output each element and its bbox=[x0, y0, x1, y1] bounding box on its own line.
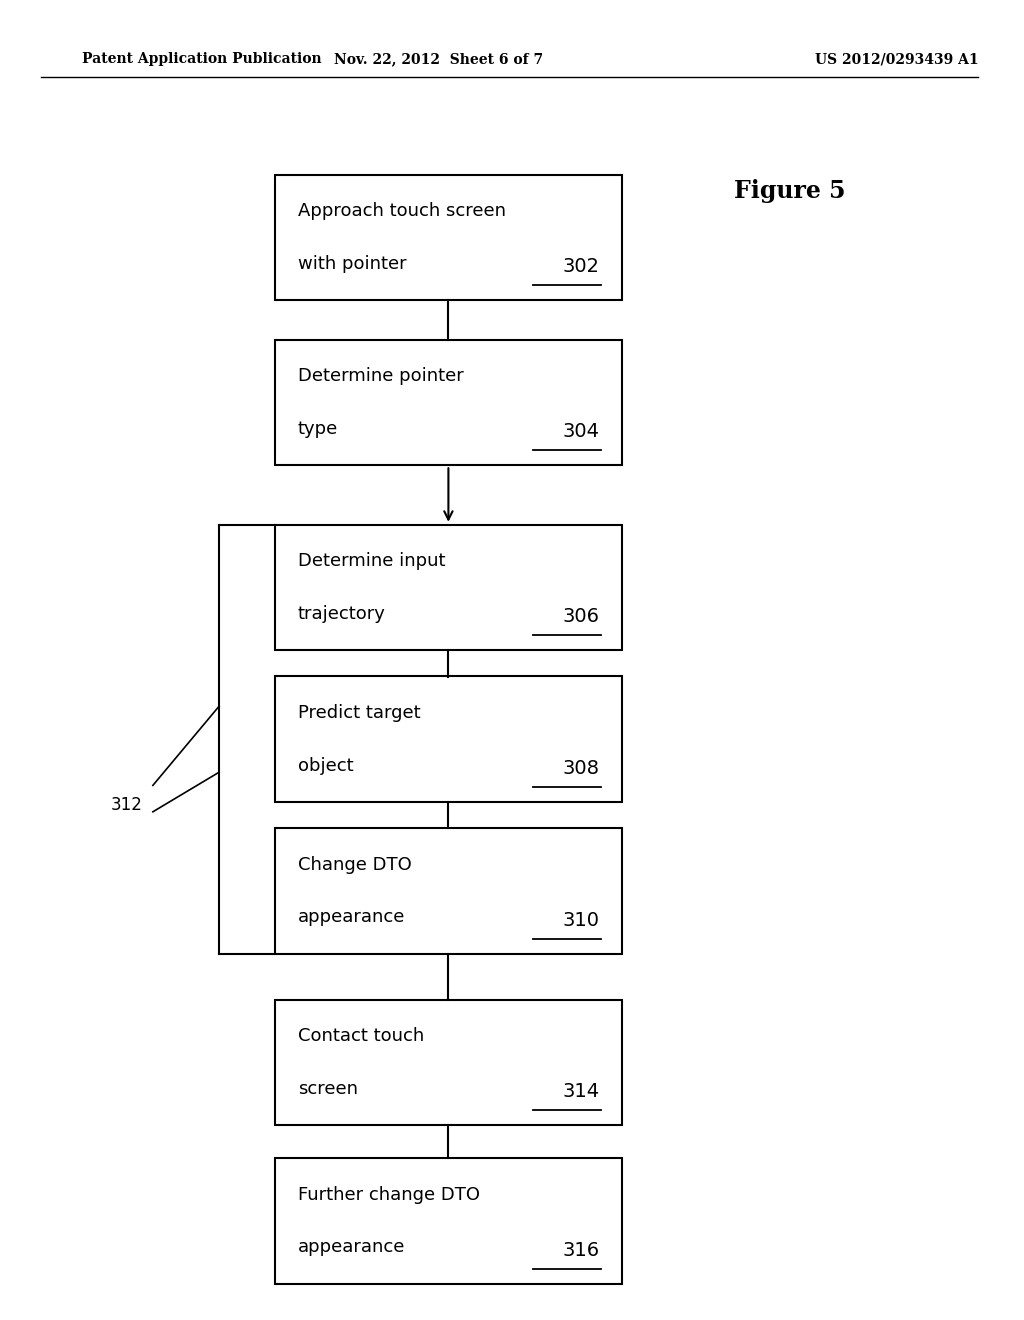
FancyBboxPatch shape bbox=[275, 341, 622, 466]
Text: 310: 310 bbox=[562, 911, 599, 929]
FancyBboxPatch shape bbox=[275, 1001, 622, 1125]
Text: type: type bbox=[298, 420, 338, 438]
Text: Nov. 22, 2012  Sheet 6 of 7: Nov. 22, 2012 Sheet 6 of 7 bbox=[334, 53, 543, 66]
FancyBboxPatch shape bbox=[275, 1159, 622, 1283]
Text: Determine input: Determine input bbox=[298, 552, 445, 570]
Text: Contact touch: Contact touch bbox=[298, 1027, 424, 1045]
Text: Change DTO: Change DTO bbox=[298, 855, 412, 874]
Text: 314: 314 bbox=[562, 1082, 599, 1101]
Text: Patent Application Publication: Patent Application Publication bbox=[82, 53, 322, 66]
Text: Predict target: Predict target bbox=[298, 704, 420, 722]
Text: 312: 312 bbox=[111, 796, 142, 814]
Text: 308: 308 bbox=[562, 759, 599, 777]
Text: 302: 302 bbox=[562, 257, 599, 276]
FancyBboxPatch shape bbox=[275, 524, 622, 649]
Text: screen: screen bbox=[298, 1080, 357, 1098]
Text: Figure 5: Figure 5 bbox=[734, 180, 845, 203]
Text: 304: 304 bbox=[562, 422, 599, 441]
Text: Determine pointer: Determine pointer bbox=[298, 367, 463, 385]
FancyBboxPatch shape bbox=[275, 829, 622, 953]
Text: 316: 316 bbox=[562, 1241, 599, 1259]
Text: object: object bbox=[298, 756, 353, 775]
Text: appearance: appearance bbox=[298, 908, 404, 927]
Text: Approach touch screen: Approach touch screen bbox=[298, 202, 506, 220]
Text: trajectory: trajectory bbox=[298, 605, 385, 623]
Text: 306: 306 bbox=[562, 607, 599, 626]
FancyBboxPatch shape bbox=[275, 676, 622, 801]
Text: US 2012/0293439 A1: US 2012/0293439 A1 bbox=[815, 53, 979, 66]
Text: Further change DTO: Further change DTO bbox=[298, 1185, 479, 1204]
Text: with pointer: with pointer bbox=[298, 255, 407, 273]
Text: appearance: appearance bbox=[298, 1238, 404, 1257]
FancyBboxPatch shape bbox=[275, 176, 622, 301]
